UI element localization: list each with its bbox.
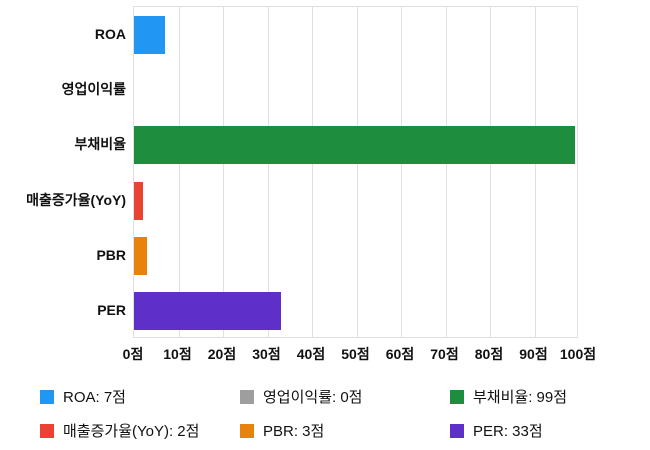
gridline: [445, 7, 447, 337]
legend-item-2[interactable]: 부채비율: 99점: [450, 386, 567, 407]
gridline: [401, 7, 402, 337]
x-tick-1: 10점: [163, 346, 192, 362]
bar-5[interactable]: [134, 292, 281, 331]
x-tick-8: 80점: [474, 346, 504, 362]
y-label-3: 매출증가율(YoY): [26, 191, 126, 208]
legend-label-4: PBR: 3점: [263, 423, 325, 440]
x-tick-2: 20점: [207, 346, 237, 362]
legend-swatch-2: [450, 389, 464, 404]
bar-4[interactable]: [134, 237, 148, 275]
bar-3[interactable]: [134, 181, 143, 220]
y-label-1: 영업이익률: [61, 80, 126, 97]
plot-area: [133, 6, 578, 338]
gridline: [534, 7, 536, 337]
legend-label-3: 매출증가율(YoY): 2점: [63, 423, 200, 440]
y-label-4: PBR: [96, 246, 126, 263]
legend-label-5: PER: 33점: [473, 423, 543, 440]
gridline: [178, 7, 180, 337]
legend-item-1[interactable]: 영업이익률: 0점: [240, 386, 450, 407]
legend-item-0[interactable]: ROA: 7점: [40, 386, 240, 407]
legend-swatch-5: [450, 423, 464, 438]
x-tick-3: 30점: [252, 346, 281, 362]
bar-0[interactable]: [134, 15, 166, 54]
y-label-5: PER: [97, 302, 126, 319]
legend-swatch-0: [40, 389, 54, 404]
legend-item-4[interactable]: PBR: 3점: [240, 420, 450, 441]
gridline: [312, 7, 313, 337]
x-tick-0: 0점: [122, 346, 144, 362]
legend-swatch-1: [240, 389, 254, 404]
gridline: [223, 7, 224, 337]
gridline: [356, 7, 358, 337]
legend-label-1: 영업이익률: 0점: [263, 389, 363, 406]
gridline: [490, 7, 491, 337]
y-label-2: 부채비율: [74, 136, 126, 153]
x-tick-7: 70점: [430, 346, 459, 362]
legend-swatch-4: [240, 423, 254, 438]
bar-2[interactable]: [134, 126, 575, 165]
legend-swatch-3: [40, 423, 54, 438]
legend-label-0: ROA: 7점: [63, 389, 126, 406]
x-tick-6: 60점: [385, 346, 415, 362]
y-label-0: ROA: [94, 25, 126, 42]
gridline: [267, 7, 269, 337]
legend-label-2: 부채비율: 99점: [473, 389, 568, 406]
legend-item-3[interactable]: 매출증가율(YoY): 2점: [40, 420, 240, 441]
x-tick-10: 100점: [559, 346, 597, 362]
legend-item-5[interactable]: PER: 33점: [450, 420, 567, 441]
x-tick-4: 40점: [296, 346, 326, 362]
x-tick-5: 50점: [341, 346, 370, 362]
x-tick-9: 90점: [519, 346, 548, 362]
